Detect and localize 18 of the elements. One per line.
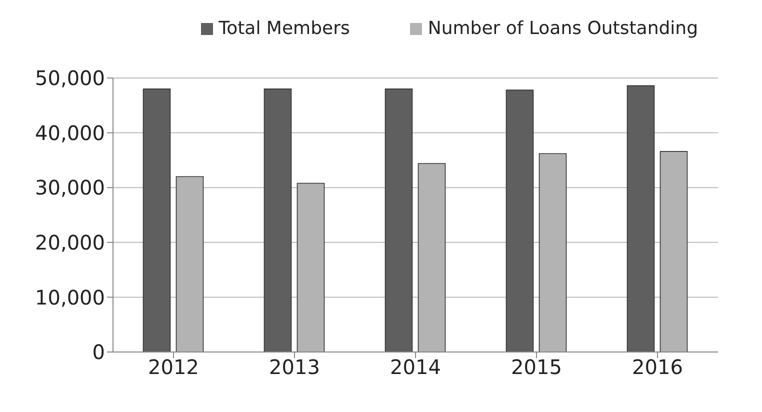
- y-tick-label: 0: [92, 340, 105, 364]
- legend-label: Number of Loans Outstanding: [426, 18, 698, 39]
- x-tick-label: 2016: [632, 355, 683, 380]
- bar: [626, 85, 655, 352]
- bar: [506, 90, 534, 352]
- bar: [384, 88, 413, 352]
- y-tick-label: 10,000: [35, 285, 105, 310]
- bar: [264, 88, 292, 352]
- y-tick-label: 20,000: [35, 230, 105, 254]
- y-tick-label: 50,000: [35, 66, 105, 90]
- y-tick-label: 30,000: [35, 176, 105, 200]
- bar: [142, 88, 171, 352]
- x-tick-label: 2014: [390, 355, 441, 380]
- y-tick-label: 40,000: [35, 120, 105, 145]
- x-tick-label: 2013: [269, 355, 320, 380]
- x-tick-label: 2015: [511, 355, 562, 380]
- x-tick-label: 2012: [148, 355, 199, 380]
- legend-label: Total Members: [218, 18, 350, 39]
